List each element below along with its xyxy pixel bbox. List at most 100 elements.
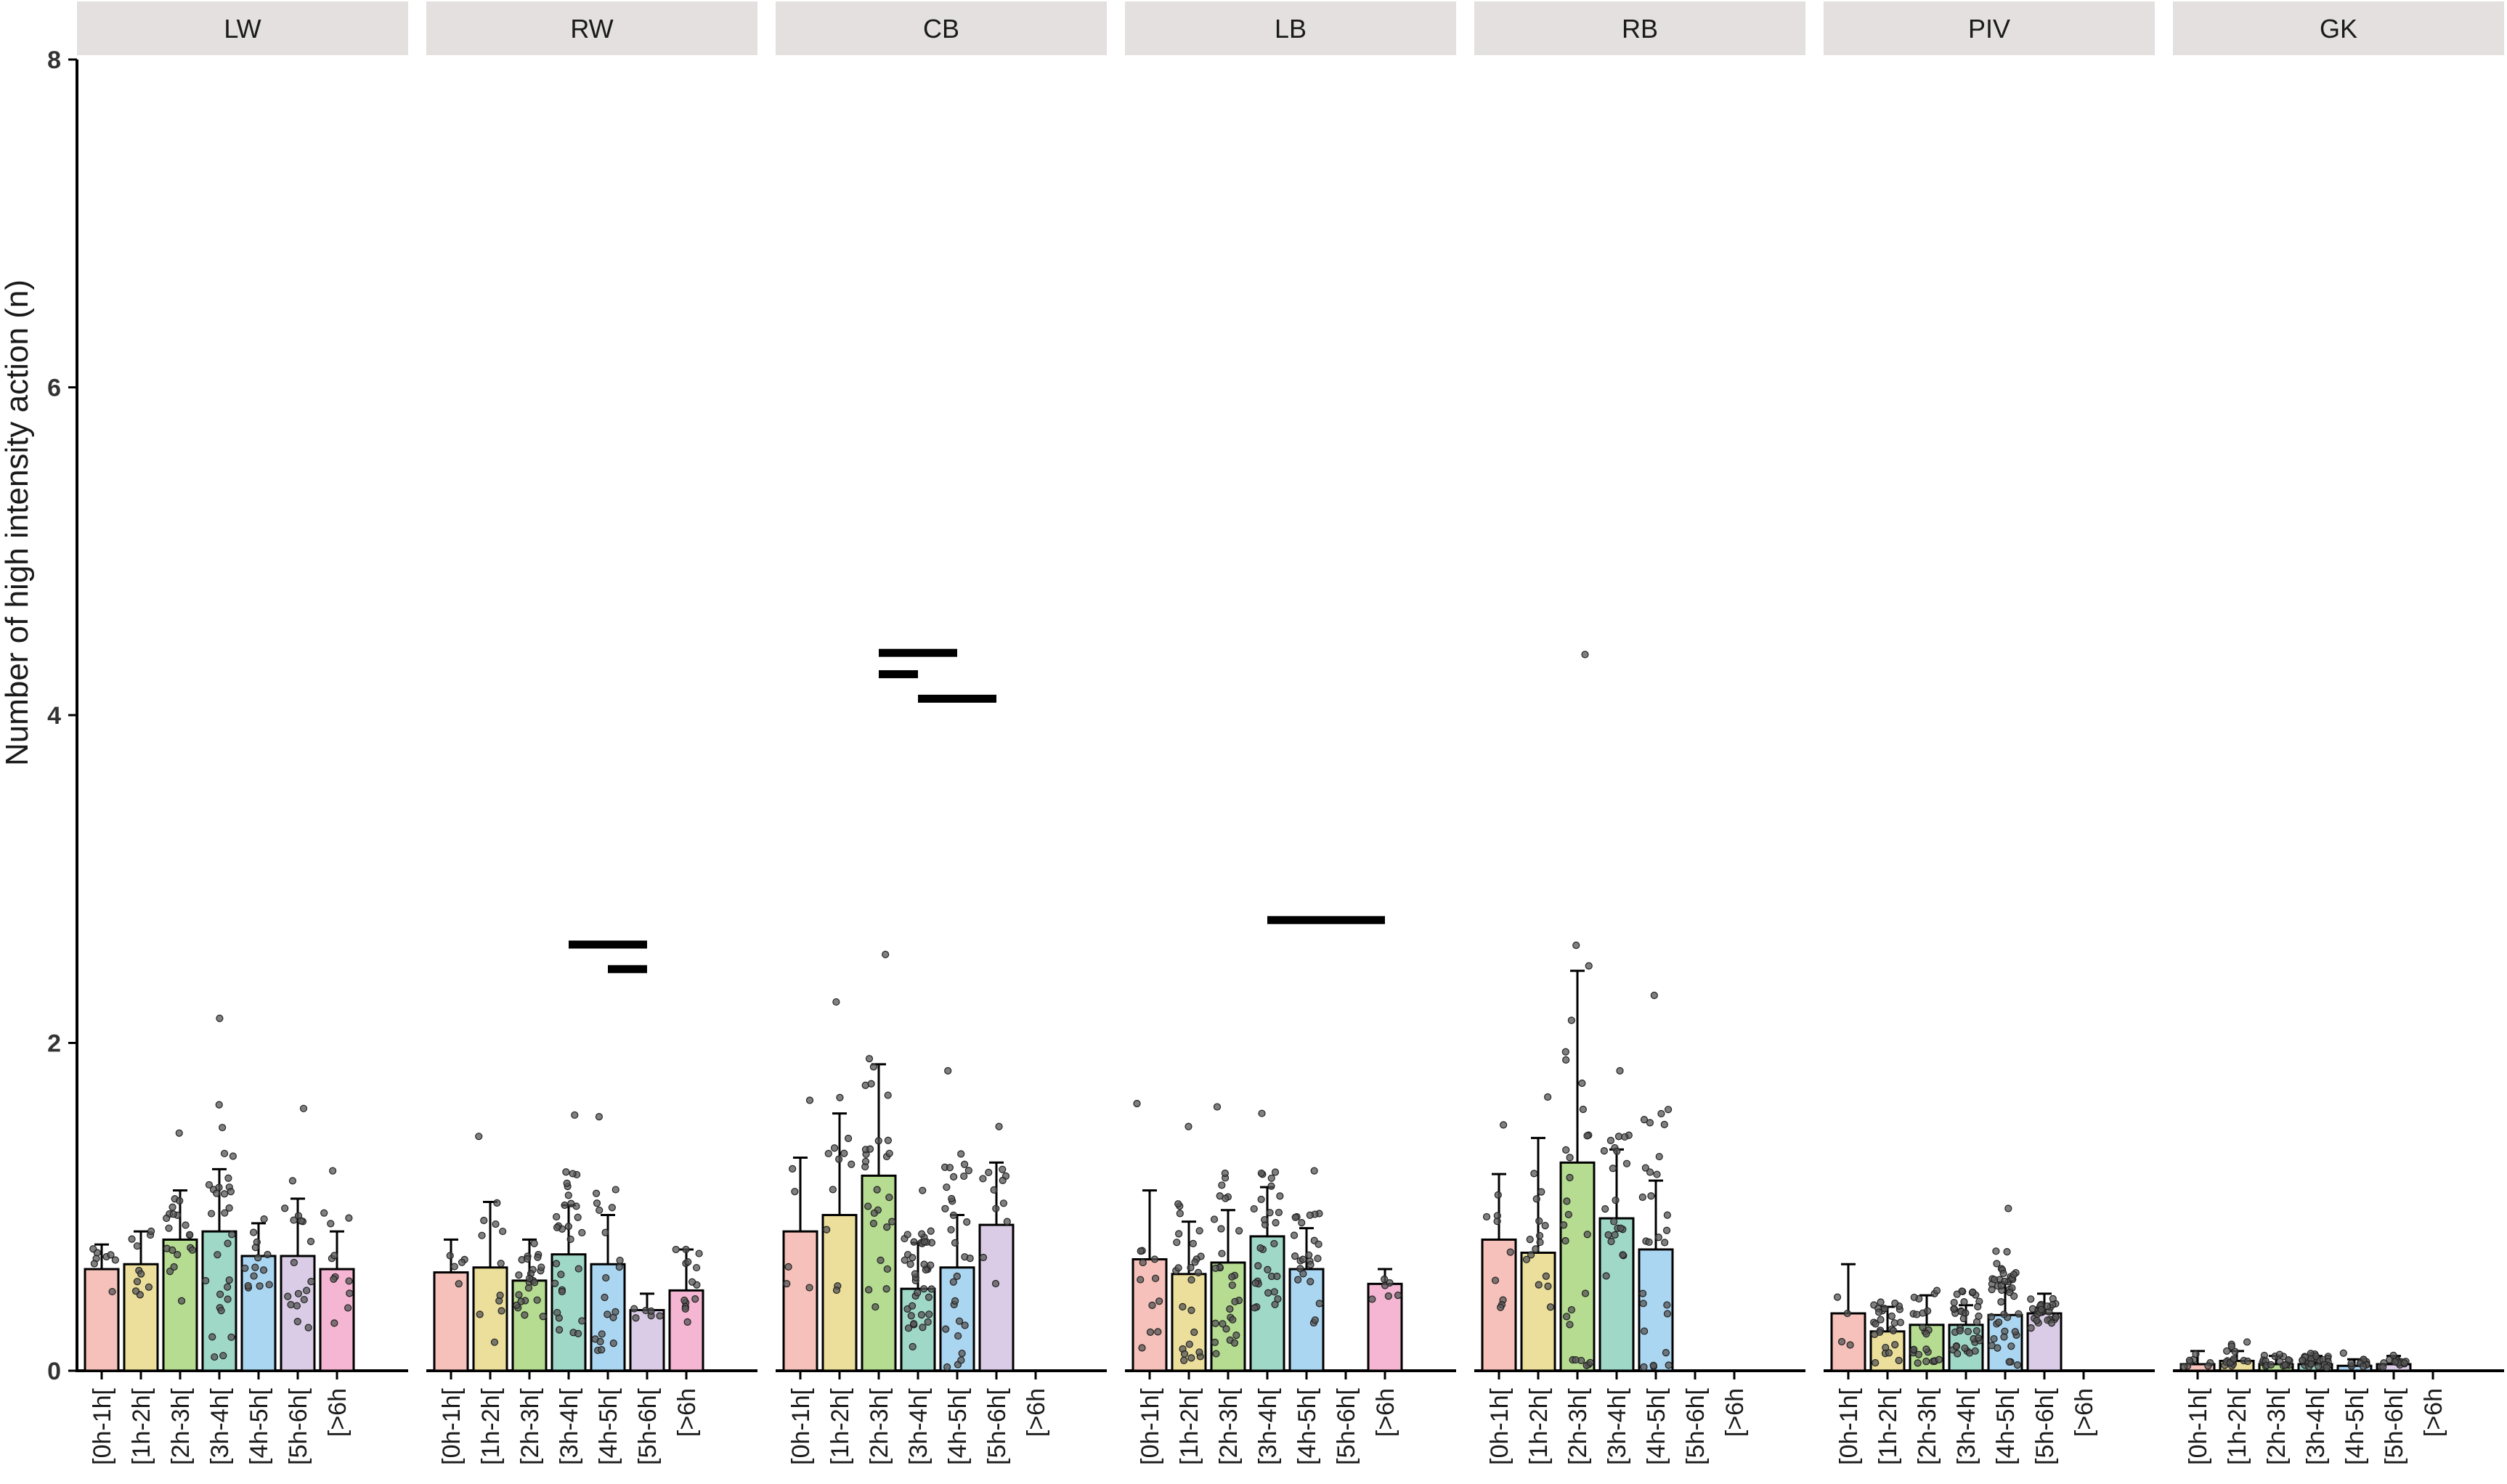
data-point xyxy=(920,1285,928,1293)
data-point xyxy=(557,1271,565,1279)
data-point xyxy=(1961,1344,1969,1353)
bar xyxy=(1131,1257,1168,1372)
x-tick-label: [5h-6h[ xyxy=(2381,1387,2408,1464)
data-point xyxy=(656,1312,664,1320)
data-point xyxy=(683,1318,691,1326)
data-point xyxy=(2015,1310,2023,1318)
data-point xyxy=(2000,1333,2008,1341)
data-point xyxy=(691,1295,699,1303)
x-tick-label: [3h-4h[ xyxy=(1254,1387,1282,1464)
data-point xyxy=(133,1278,142,1286)
facet-strip xyxy=(1474,1,1805,55)
data-point xyxy=(1567,1305,1576,1314)
data-point xyxy=(920,1238,929,1246)
data-point xyxy=(1185,1340,1193,1348)
data-point xyxy=(174,1251,182,1259)
data-point xyxy=(552,1260,561,1268)
x-tick-label: [3h-4h[ xyxy=(1953,1387,1980,1464)
data-point xyxy=(1997,1298,2005,1306)
data-point xyxy=(1843,1309,1851,1318)
data-point xyxy=(1310,1167,1318,1175)
bar xyxy=(821,1214,858,1372)
data-point xyxy=(608,1204,616,1212)
data-point xyxy=(1228,1273,1236,1281)
data-point xyxy=(578,1228,586,1236)
facet-strip xyxy=(1824,1,2155,55)
data-point xyxy=(1974,1302,1982,1310)
data-point xyxy=(949,1211,958,1219)
data-point xyxy=(562,1168,570,1176)
data-point xyxy=(1497,1303,1505,1311)
data-point xyxy=(1174,1200,1182,1208)
data-point xyxy=(2027,1324,2035,1332)
data-point xyxy=(949,1278,957,1286)
data-point xyxy=(224,1239,232,1247)
data-point xyxy=(1895,1356,1903,1364)
data-point xyxy=(300,1295,308,1304)
data-point xyxy=(254,1254,262,1262)
data-point xyxy=(1274,1295,1282,1303)
data-point xyxy=(1566,1173,1574,1182)
data-point xyxy=(942,1325,950,1333)
data-point xyxy=(1254,1262,1262,1270)
data-point xyxy=(571,1111,579,1119)
data-point xyxy=(963,1218,971,1226)
data-point xyxy=(1298,1219,1306,1227)
data-point xyxy=(1187,1306,1195,1314)
facet-strip xyxy=(1125,1,1456,55)
data-point xyxy=(882,950,890,958)
data-point xyxy=(556,1326,564,1334)
data-point xyxy=(177,1297,186,1305)
data-point xyxy=(2005,1358,2013,1366)
data-point xyxy=(1544,1282,1552,1290)
data-point xyxy=(224,1174,232,1182)
data-point xyxy=(904,1324,913,1332)
x-tick-label: [2h-3h[ xyxy=(2263,1387,2291,1464)
data-point xyxy=(224,1283,232,1291)
data-point xyxy=(345,1214,353,1222)
data-point xyxy=(885,1194,893,1202)
data-point xyxy=(834,1155,843,1163)
data-point xyxy=(281,1204,289,1212)
data-point xyxy=(805,1096,814,1104)
data-point xyxy=(574,1213,582,1221)
data-point xyxy=(564,1223,572,1231)
data-point xyxy=(1600,1147,1608,1155)
y-tick-label: 0 xyxy=(47,1358,61,1385)
data-point xyxy=(165,1224,173,1232)
data-point xyxy=(943,1183,951,1191)
bar xyxy=(2258,1363,2294,1372)
data-point xyxy=(137,1270,145,1278)
data-point xyxy=(1270,1288,1278,1296)
x-tick-label: [>6h xyxy=(324,1388,352,1437)
x-tick-label: [1h-2h[ xyxy=(1176,1387,1203,1464)
data-point xyxy=(1267,1174,1275,1182)
data-point xyxy=(2180,1363,2188,1371)
data-point xyxy=(1368,1295,1376,1303)
data-point xyxy=(1228,1281,1236,1289)
data-point xyxy=(1885,1349,1893,1357)
data-point xyxy=(2043,1302,2052,1310)
data-point xyxy=(2185,1356,2194,1364)
data-point xyxy=(1544,1093,1552,1101)
data-point xyxy=(1221,1169,1229,1178)
data-point xyxy=(1180,1356,1188,1364)
data-point xyxy=(684,1258,692,1266)
data-point xyxy=(1992,1247,2000,1255)
data-point xyxy=(1563,1313,1571,1321)
data-point xyxy=(999,1176,1007,1184)
data-point xyxy=(611,1186,619,1194)
bar xyxy=(1481,1238,1517,1372)
data-point xyxy=(1003,1218,1011,1226)
data-point xyxy=(241,1264,249,1272)
data-point xyxy=(1657,1109,1665,1118)
data-point xyxy=(830,1144,839,1152)
data-point xyxy=(1655,1152,1663,1161)
x-tick-label: [3h-4h[ xyxy=(2302,1387,2330,1464)
x-tick-label: [2h-3h[ xyxy=(167,1387,195,1464)
x-tick-label: [3h-4h[ xyxy=(1604,1387,1631,1464)
data-point xyxy=(1561,1048,1569,1056)
data-point xyxy=(985,1168,993,1176)
data-point xyxy=(288,1177,297,1185)
data-point xyxy=(869,1063,878,1071)
